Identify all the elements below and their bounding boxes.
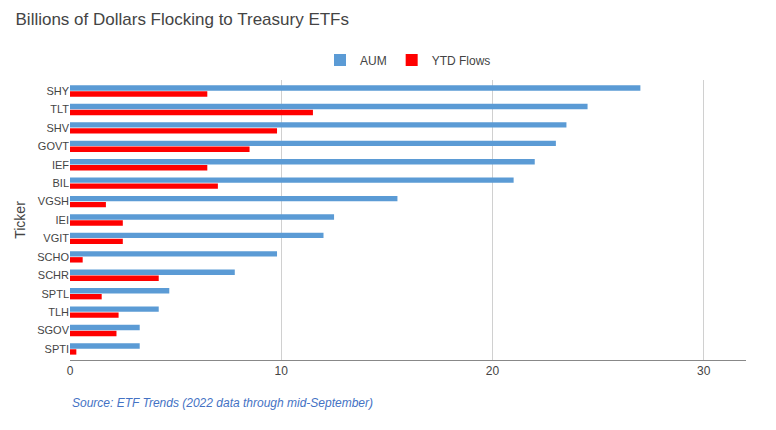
svg-text:VGIT: VGIT bbox=[43, 232, 69, 244]
svg-text:IEF: IEF bbox=[52, 159, 69, 171]
svg-text:SHY: SHY bbox=[46, 85, 69, 97]
svg-text:Billions of Dollars Flocking t: Billions of Dollars Flocking to Treasury… bbox=[16, 10, 350, 29]
svg-text:AUM: AUM bbox=[360, 54, 387, 68]
svg-text:0: 0 bbox=[67, 364, 74, 378]
svg-text:IEI: IEI bbox=[56, 214, 69, 226]
svg-text:SGOV: SGOV bbox=[37, 324, 69, 336]
svg-text:SCHR: SCHR bbox=[38, 269, 69, 281]
svg-text:30: 30 bbox=[697, 364, 711, 378]
svg-text:VGSH: VGSH bbox=[38, 195, 69, 207]
svg-text:Source: ETF Trends (2022 data: Source: ETF Trends (2022 data through mi… bbox=[72, 396, 373, 410]
svg-text:BIL: BIL bbox=[52, 177, 69, 189]
svg-text:YTD Flows: YTD Flows bbox=[432, 54, 491, 68]
svg-text:20: 20 bbox=[486, 364, 500, 378]
svg-text:GOVT: GOVT bbox=[38, 140, 69, 152]
svg-text:TLH: TLH bbox=[48, 306, 69, 318]
svg-text:Ticker: Ticker bbox=[12, 201, 28, 239]
svg-text:TLT: TLT bbox=[50, 103, 69, 115]
svg-text:SCHO: SCHO bbox=[37, 251, 69, 263]
svg-text:SPTL: SPTL bbox=[41, 288, 69, 300]
svg-text:SPTI: SPTI bbox=[45, 343, 69, 355]
svg-text:10: 10 bbox=[275, 364, 289, 378]
svg-text:SHV: SHV bbox=[46, 122, 69, 134]
